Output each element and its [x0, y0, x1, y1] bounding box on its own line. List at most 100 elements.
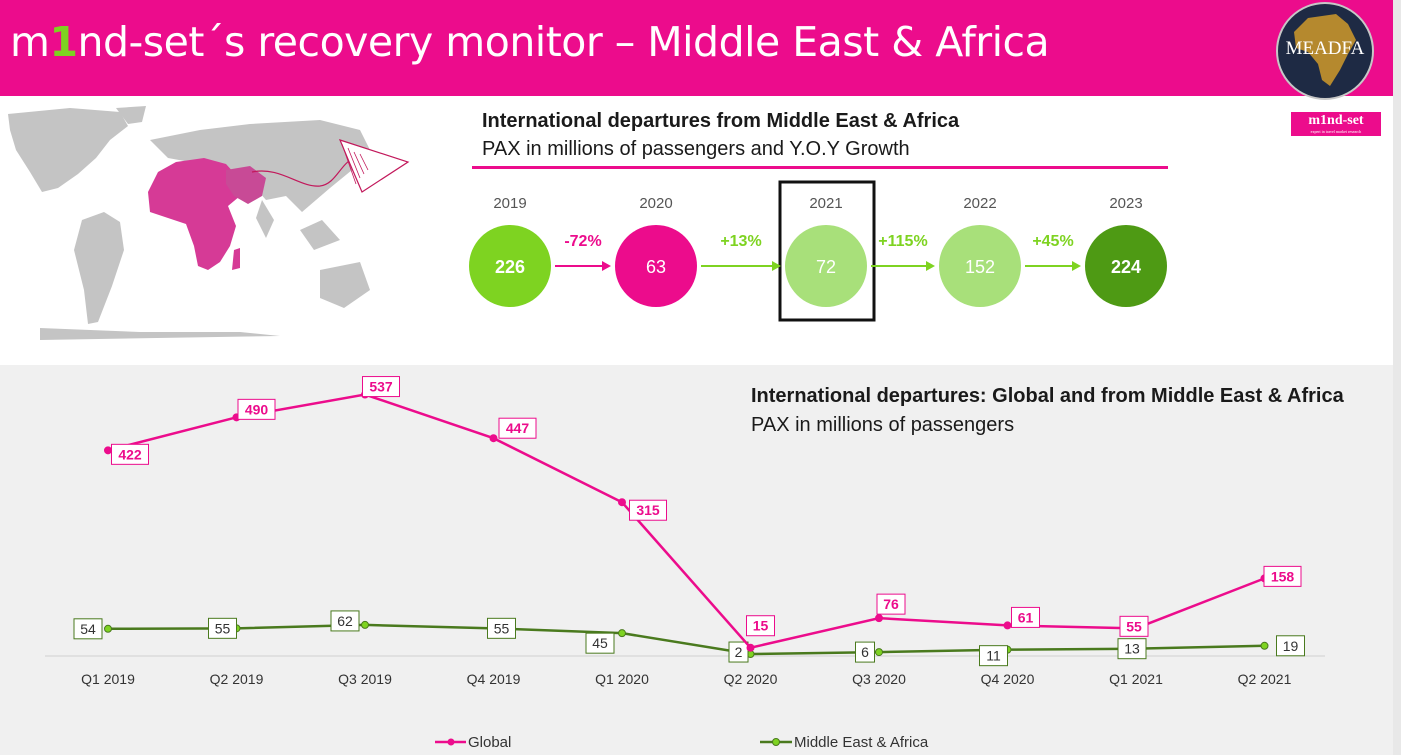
title-underline [472, 166, 1168, 169]
current-year-highlight [778, 180, 876, 322]
year-value-2020: 63 [646, 257, 666, 277]
mea-series-line [107, 623, 1265, 656]
global-series-data-label: 447 [506, 420, 530, 436]
mea-series-data-label: 55 [494, 620, 510, 636]
global-series-label-box [746, 615, 775, 637]
meadfa-logo: MEADFA [1276, 2, 1374, 100]
year-label-2019: 2019 [493, 195, 526, 212]
mea-series-point [361, 620, 369, 629]
global-series-point [875, 614, 883, 623]
x-tick-label: Q3 2020 [852, 671, 906, 687]
growth-change-label: +45% [1032, 233, 1073, 250]
chart-title: International departures: Global and fro… [751, 385, 1344, 407]
global-series-label-box [111, 443, 149, 465]
legend-mea-marker [772, 738, 780, 746]
mea-series-label-box [487, 617, 516, 639]
global-series-point [618, 498, 626, 507]
mea-series-data-label: 13 [1124, 641, 1140, 657]
legend-global-label: Global [468, 734, 511, 751]
world-map [8, 106, 410, 340]
year-circle-2021 [785, 225, 867, 307]
global-series-data-label: 15 [753, 618, 769, 634]
global-series-label-box [876, 593, 906, 615]
mea-series-data-label: 6 [861, 644, 869, 660]
year-circle-2019 [469, 225, 551, 307]
mea-series-label-box [855, 641, 875, 663]
growth-arrow-head [772, 261, 781, 271]
global-series-point [104, 446, 112, 455]
mea-series-data-label: 19 [1283, 638, 1299, 654]
mindset-logo: m1nd-set expert in travel market research [1291, 112, 1381, 136]
mea-series-label-box [979, 645, 1008, 667]
mea-series-label-box [585, 632, 615, 654]
x-tick-label: Q2 2019 [210, 671, 264, 687]
global-series-data-label: 537 [369, 379, 393, 395]
growth-change-label: +13% [720, 233, 761, 250]
right-edge [1393, 0, 1401, 755]
x-tick-label: Q3 2019 [338, 671, 392, 687]
global-series-line [107, 393, 1265, 650]
mea-series-data-label: 55 [215, 620, 231, 636]
mea-series-point [1260, 641, 1269, 650]
global-series-label-box [237, 398, 276, 420]
growth-change-label: +115% [878, 233, 927, 250]
mea-series-data-label: 2 [735, 644, 743, 660]
mea-series-data-label: 11 [986, 648, 1001, 664]
year-value-2021: 72 [816, 257, 836, 277]
global-series-label-box [1011, 606, 1040, 628]
growth-change-label: -72% [564, 233, 601, 250]
global-series-data-label: 61 [1018, 609, 1034, 625]
x-tick-label: Q2 2020 [724, 671, 778, 687]
mea-series-label-box [73, 618, 103, 640]
header-bar: m1nd-set´s recovery monitor – Middle Eas… [0, 0, 1393, 100]
mea-series-point [618, 629, 626, 638]
year-circle-2020 [615, 225, 697, 307]
mea-series-label-box [208, 617, 237, 639]
yoy-title: International departures from Middle Eas… [482, 110, 960, 132]
global-series-point [1003, 621, 1012, 630]
global-series-point [746, 643, 755, 652]
x-tick-label: Q1 2019 [81, 671, 135, 687]
chart-panel [0, 365, 1393, 755]
global-series-label-box [1263, 565, 1302, 587]
mea-series-label-box [330, 610, 360, 632]
growth-arrow-head [1072, 261, 1081, 271]
x-tick-label: Q4 2020 [981, 671, 1035, 687]
mea-series-data-label: 62 [337, 613, 353, 629]
mea-series-data-label: 54 [80, 621, 96, 637]
global-series-data-label: 422 [118, 446, 142, 462]
legend-global-marker [447, 738, 455, 746]
global-series-label-box [1119, 615, 1149, 637]
year-label-2021: 2021 [809, 195, 842, 212]
global-series-data-label: 158 [1271, 568, 1295, 584]
x-tick-label: Q4 2019 [467, 671, 521, 687]
mea-series-point [875, 648, 883, 657]
growth-arrow-head [602, 261, 611, 271]
year-value-2022: 152 [965, 257, 995, 277]
year-label-2022: 2022 [963, 195, 996, 212]
mea-series-point [104, 624, 112, 633]
year-circle-2023 [1085, 225, 1167, 307]
global-series-label-box [629, 499, 667, 521]
global-series-data-label: 76 [883, 596, 899, 612]
mea-series-data-label: 45 [592, 635, 608, 651]
global-series-data-label: 490 [245, 401, 269, 417]
chart-subtitle: PAX in millions of passengers [751, 414, 1015, 436]
year-label-2023: 2023 [1109, 195, 1142, 212]
mea-series-label-box [1276, 635, 1305, 657]
x-tick-label: Q2 2021 [1238, 671, 1292, 687]
global-series-label-box [498, 417, 537, 439]
growth-arrow-head [926, 261, 935, 271]
page-title: m1nd-set´s recovery monitor – Middle Eas… [10, 18, 1050, 66]
global-series-label-box [362, 376, 400, 398]
legend-mea-label: Middle East & Africa [794, 734, 929, 751]
year-label-2020: 2020 [639, 195, 672, 212]
x-tick-label: Q1 2021 [1109, 671, 1163, 687]
yoy-growth-diagram: 2019 226 2020 63 2021 72 2022 152 2023 224 -72% +13… [469, 180, 1167, 322]
yoy-subtitle: PAX in millions of passengers and Y.O.Y … [482, 138, 910, 160]
global-series-data-label: 315 [636, 502, 660, 518]
x-tick-label: Q1 2020 [595, 671, 649, 687]
year-value-2019: 226 [495, 257, 525, 277]
global-series-point [489, 434, 498, 443]
mea-series-label-box [1117, 638, 1147, 660]
